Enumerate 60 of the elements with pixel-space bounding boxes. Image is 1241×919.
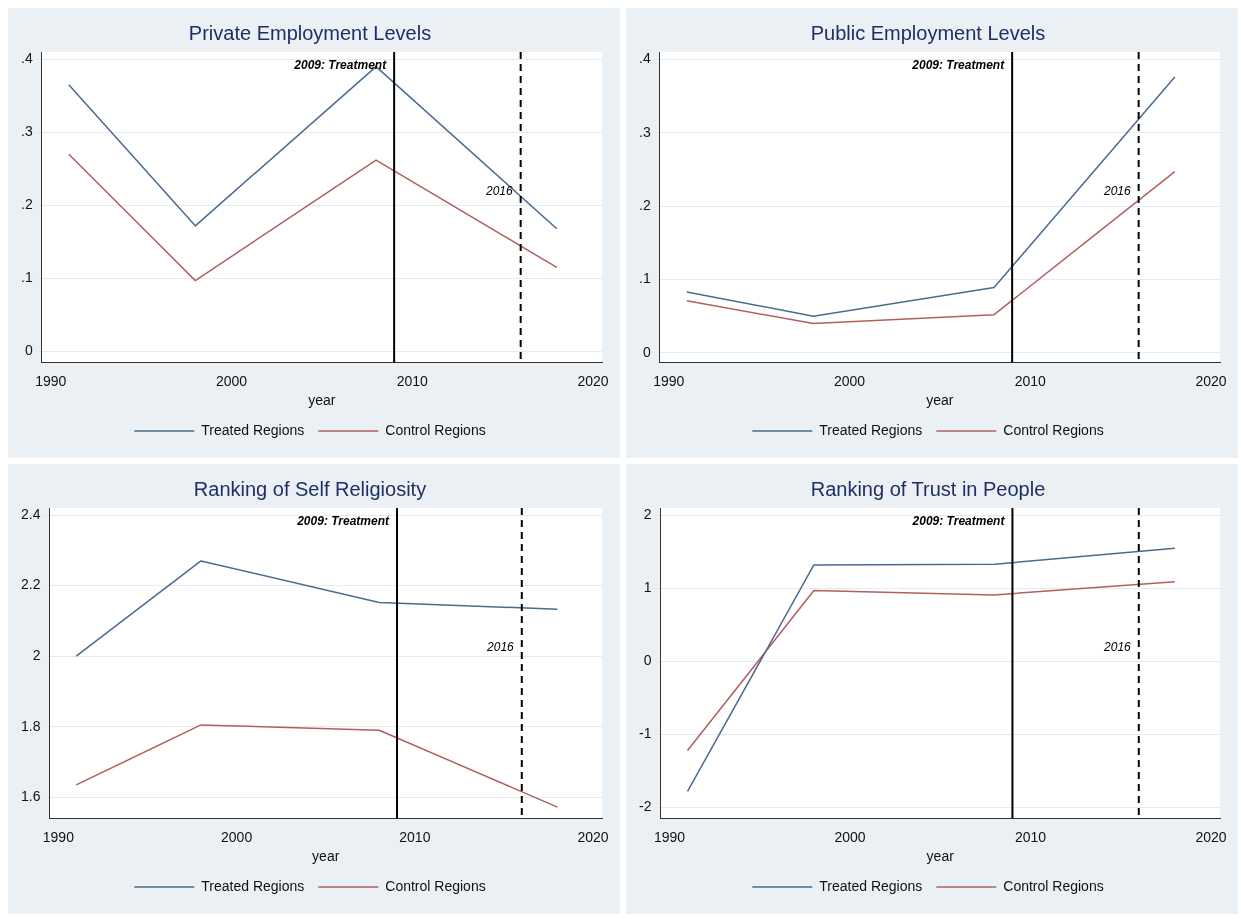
ref-line-label: 2009: Treatment [296, 514, 391, 529]
x-axis-title: year [308, 392, 336, 409]
ref-line-label: 2016 [1102, 184, 1131, 199]
y-tick-label: 0 [24, 342, 33, 359]
y-tick-label: .4 [638, 50, 651, 67]
ref-line-label: 2016 [486, 640, 515, 655]
x-tick-label: 2000 [221, 828, 253, 845]
y-tick-label: 1.6 [20, 788, 41, 805]
ref-line-label: 2009: Treatment [293, 58, 388, 73]
chart-title: Ranking of Self Religiosity [193, 477, 427, 500]
chart-title: Private Employment Levels [188, 21, 432, 44]
legend-label: Control Regions [385, 877, 486, 894]
y-tick-label: .2 [638, 196, 651, 213]
y-tick-label: .1 [638, 270, 651, 287]
y-tick-label: 1 [643, 579, 652, 596]
y-tick-label: -1 [639, 725, 652, 742]
x-tick-label: 2020 [577, 372, 609, 389]
legend-label: Treated Regions [819, 421, 923, 438]
ref-line-label: 2009: Treatment [911, 514, 1006, 529]
ref-line-label: 2009: Treatment [911, 58, 1006, 73]
x-tick-label: 2010 [396, 372, 428, 389]
x-tick-label: 2010 [399, 828, 431, 845]
y-tick-label: 2 [643, 506, 652, 523]
legend-label: Control Regions [1003, 421, 1104, 438]
legend-label: Treated Regions [201, 421, 305, 438]
y-tick-label: -2 [639, 798, 652, 815]
y-tick-label: 2 [32, 647, 41, 663]
legend-label: Treated Regions [201, 877, 305, 894]
y-tick-label: .3 [638, 123, 651, 140]
x-tick-label: 2010 [1014, 828, 1047, 845]
y-tick-label: .2 [20, 196, 33, 213]
legend-label: Treated Regions [819, 877, 923, 894]
x-tick-label: 2020 [577, 828, 609, 845]
legend-label: Control Regions [1003, 877, 1104, 894]
ref-line-label: 2016 [484, 184, 513, 199]
legend-label: Control Regions [385, 421, 486, 438]
x-tick-label: 1990 [653, 372, 685, 389]
x-axis-title: year [926, 848, 955, 865]
y-tick-label: 0 [642, 343, 651, 360]
y-tick-label: 0 [643, 652, 652, 669]
x-axis-title: year [926, 392, 954, 409]
x-tick-label: 2000 [215, 372, 248, 389]
y-tick-label: .1 [20, 269, 33, 286]
x-tick-label: 2020 [1195, 372, 1227, 389]
x-tick-label: 1990 [35, 372, 67, 389]
x-tick-label: 2010 [1014, 372, 1046, 389]
y-tick-label: .4 [20, 50, 33, 67]
chart-title: Ranking of Trust in People [810, 477, 1046, 500]
x-tick-label: 2020 [1195, 828, 1227, 845]
ref-line-label: 2016 [1103, 640, 1132, 655]
y-tick-label: 2.4 [20, 505, 41, 522]
x-axis-title: year [312, 848, 340, 865]
y-tick-label: 2.2 [20, 576, 41, 593]
x-tick-label: 1990 [42, 828, 75, 845]
y-tick-label: .3 [20, 123, 33, 140]
y-tick-label: 1.8 [20, 717, 41, 734]
x-tick-label: 2000 [834, 828, 866, 845]
chart-title: Public Employment Levels [810, 21, 1046, 44]
x-tick-label: 1990 [653, 828, 686, 845]
x-tick-label: 2000 [833, 372, 866, 389]
